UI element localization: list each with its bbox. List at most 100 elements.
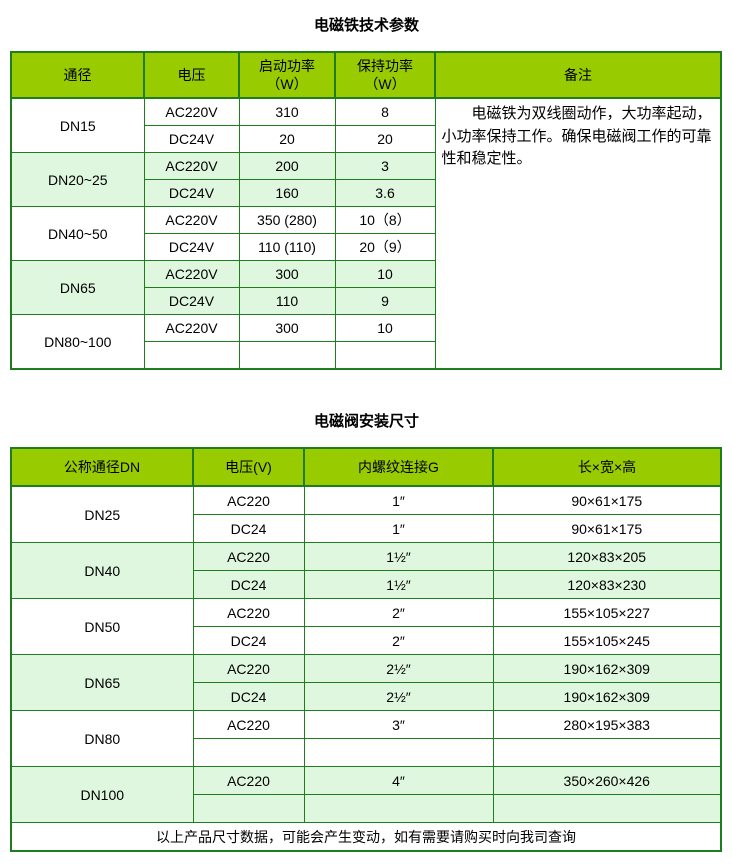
voltage-cell: DC24 xyxy=(192,570,305,599)
header-voltage: 电压(V) xyxy=(192,447,305,487)
voltage-cell: DC24V xyxy=(143,179,240,207)
start-power-cell xyxy=(238,341,336,370)
start-power-cell: 350 (280) xyxy=(238,206,336,234)
voltage-cell: DC24V xyxy=(143,125,240,153)
hold-power-cell: 3 xyxy=(334,152,436,180)
table-row: DN80~100 AC220V 300 10 xyxy=(10,314,721,370)
voltage-cell xyxy=(143,341,240,370)
thread-cell: 3″ xyxy=(303,710,494,739)
dn-cell: DN65 xyxy=(10,260,145,315)
table-row: DC24 2½″ 190×162×309 xyxy=(11,682,722,711)
table-row: DN20~25 AC220V 200 3 xyxy=(10,152,721,207)
voltage-cell: DC24 xyxy=(192,682,305,711)
table-row: DN65 AC220V 300 10 xyxy=(10,260,721,315)
table-row: DC24 2″ 155×105×245 xyxy=(11,626,722,655)
dn-cell: DN40~50 xyxy=(10,206,145,261)
thread-cell: 2″ xyxy=(303,598,494,627)
start-power-cell: 200 xyxy=(238,152,336,180)
voltage-cell: AC220V xyxy=(143,260,240,288)
header-voltage: 电压 xyxy=(143,51,240,99)
table-row: DC24V 110 9 xyxy=(11,287,721,315)
thread-cell xyxy=(303,738,494,767)
table1-header-row: 通径 电压 启动功率 （W） 保持功率 （W） 备注 xyxy=(10,51,722,99)
start-power-cell: 160 xyxy=(238,179,336,207)
voltage-cell: AC220V xyxy=(143,206,240,234)
table-row: DC24 1″ 90×61×175 xyxy=(11,514,722,543)
dn-cell: DN25 xyxy=(10,485,194,543)
thread-cell: 2½″ xyxy=(303,654,494,683)
dimensions-cell: 155×105×245 xyxy=(492,626,722,655)
start-power-cell: 20 xyxy=(238,125,336,153)
table-row: DN100 AC220 4″ 350×260×426 xyxy=(10,766,722,823)
dimensions-cell: 280×195×383 xyxy=(492,710,722,739)
thread-cell: 1″ xyxy=(303,514,494,543)
dimensions-cell: 90×61×175 xyxy=(492,485,722,515)
hold-power-cell: 3.6 xyxy=(334,179,436,207)
voltage-cell: DC24 xyxy=(192,626,305,655)
table-footer-row: 以上产品尺寸数据，可能会产生变动，如有需要请购买时向我司查询 xyxy=(10,822,722,852)
thread-cell: 1½″ xyxy=(303,570,494,599)
voltage-cell: AC220 xyxy=(192,766,305,795)
dimensions-cell: 190×162×309 xyxy=(492,682,722,711)
hold-power-cell: 10（8） xyxy=(334,206,436,234)
dn-cell: DN15 xyxy=(10,97,145,153)
header-dimensions: 长×宽×高 xyxy=(492,447,722,487)
header-thread-connection: 内螺纹连接G xyxy=(303,447,494,487)
dn-cell: DN100 xyxy=(10,766,194,823)
dn-cell: DN80~100 xyxy=(10,314,145,370)
table-row: DC24V 110 (110) 20（9） xyxy=(11,233,721,261)
dimensions-cell: 90×61×175 xyxy=(492,514,722,543)
voltage-cell: DC24 xyxy=(192,514,305,543)
voltage-cell: AC220 xyxy=(192,485,305,515)
table-row: DN40 AC220 1½″ 120×83×205 xyxy=(10,542,722,599)
thread-cell: 1″ xyxy=(303,485,494,515)
table-row xyxy=(11,341,721,370)
start-power-cell: 310 xyxy=(238,97,336,126)
table-row: DC24V 20 20 xyxy=(11,125,721,153)
voltage-cell xyxy=(192,794,305,823)
dimensions-cell: 120×83×205 xyxy=(492,542,722,571)
dimensions-cell: 120×83×230 xyxy=(492,570,722,599)
voltage-cell: AC220V xyxy=(143,314,240,342)
table-row: DN15 AC220V 310 8 电磁铁为双线圈动作，大功率起动，小功率保持工… xyxy=(10,97,722,370)
start-power-cell: 110 (110) xyxy=(238,233,336,261)
table-row: DC24 1½″ 120×83×230 xyxy=(11,570,722,599)
table-row: DN80 AC220 3″ 280×195×383 xyxy=(10,710,722,767)
table-row: DN50 AC220 2″ 155×105×227 xyxy=(10,598,722,655)
header-hold-power-line1: 保持功率 xyxy=(357,57,413,74)
voltage-cell: AC220 xyxy=(192,542,305,571)
header-diameter: 通径 xyxy=(10,51,145,99)
table-row xyxy=(11,738,722,767)
hold-power-cell xyxy=(334,341,436,370)
table2-title: 电磁阀安装尺寸 xyxy=(313,413,419,430)
header-hold-power: 保持功率 （W） xyxy=(334,51,436,99)
electromagnet-params-table: 通径 电压 启动功率 （W） 保持功率 （W） 备注 DN15 AC220V 310… xyxy=(10,51,722,370)
voltage-cell: DC24V xyxy=(143,233,240,261)
hold-power-cell: 10 xyxy=(334,260,436,288)
header-start-power-line2: （W） xyxy=(266,76,308,92)
voltage-cell xyxy=(192,738,305,767)
voltage-cell: AC220 xyxy=(192,598,305,627)
header-nominal-diameter: 公称通径DN xyxy=(10,447,194,487)
header-start-power-line1: 启动功率 xyxy=(259,57,315,74)
header-hold-power-line2: （W） xyxy=(364,76,406,92)
dn-cell: DN20~25 xyxy=(10,152,145,207)
table1-title: 电磁铁技术参数 xyxy=(313,17,419,34)
voltage-cell: AC220 xyxy=(192,654,305,683)
dimensions-cell: 190×162×309 xyxy=(492,654,722,683)
dimensions-cell: 350×260×426 xyxy=(492,766,722,795)
hold-power-cell: 8 xyxy=(334,97,436,126)
dimensions-cell: 155×105×227 xyxy=(492,598,722,627)
voltage-cell: AC220V xyxy=(143,97,240,126)
header-remark: 备注 xyxy=(434,51,722,99)
voltage-cell: AC220V xyxy=(143,152,240,180)
dimensions-cell xyxy=(492,794,722,823)
hold-power-cell: 10 xyxy=(334,314,436,342)
thread-cell: 1½″ xyxy=(303,542,494,571)
start-power-cell: 300 xyxy=(238,260,336,288)
dn-cell: DN40 xyxy=(10,542,194,599)
voltage-cell: DC24V xyxy=(143,287,240,315)
valve-dimensions-table: 公称通径DN 电压(V) 内螺纹连接G 长×宽×高 DN25 AC220 1″ … xyxy=(10,447,722,852)
hold-power-cell: 20 xyxy=(334,125,436,153)
dimensions-cell xyxy=(492,738,722,767)
